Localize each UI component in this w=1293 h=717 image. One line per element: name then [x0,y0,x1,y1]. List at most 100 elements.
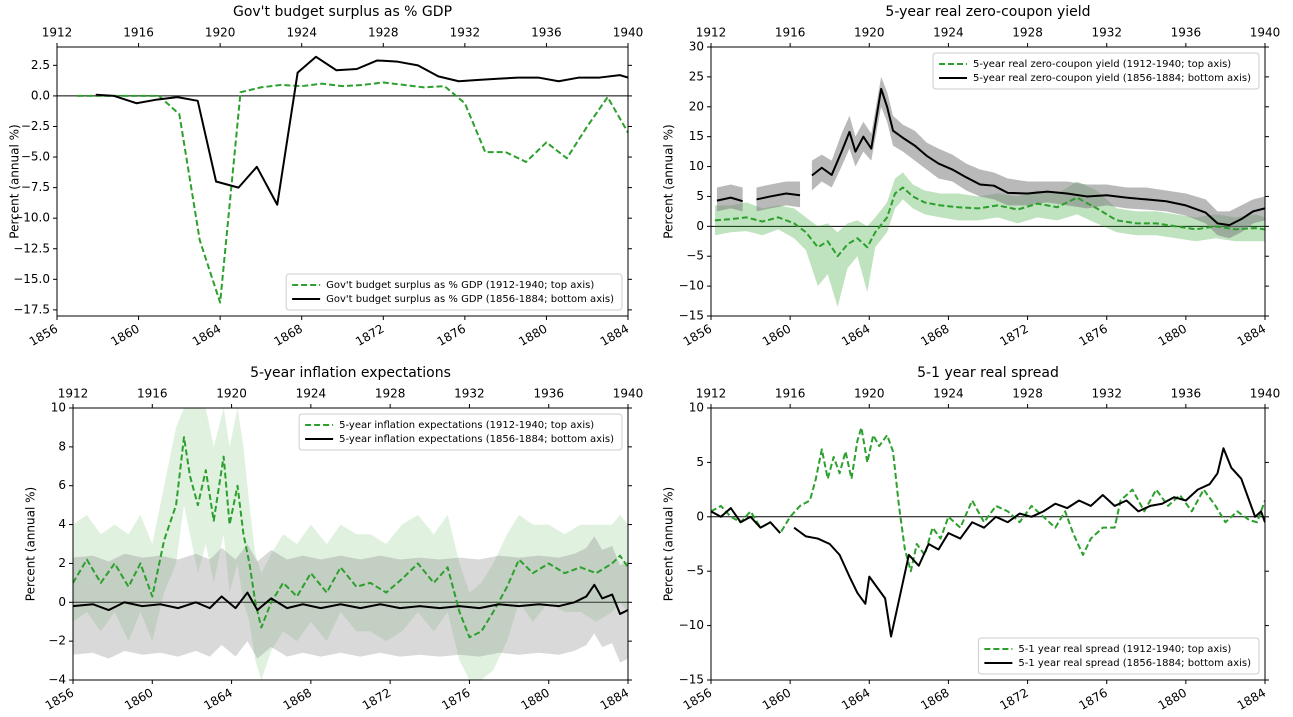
x-tick-label: 1856 [27,322,60,349]
x2-tick-label: 1924 [933,387,964,401]
y-tick-label: −4 [48,673,66,687]
x2-tick-label: 1924 [286,26,317,40]
x-tick-label: 1880 [1156,322,1189,349]
series-line [756,192,801,201]
chart-title: 5-year real zero-coupon yield [885,4,1090,20]
y-tick-label: 10 [689,159,704,173]
x2-tick-label: 1928 [1012,387,1043,401]
plot-frame [72,407,629,681]
y-tick-label: 30 [689,40,704,54]
x-tick-label: 1864 [839,322,872,349]
x-tick-label: 1868 [918,686,951,713]
x2-tick-label: 1940 [1250,387,1281,401]
confidence-band [811,76,1265,239]
y-tick-label: −15 [679,309,704,323]
series-line [73,583,628,615]
series-line [73,436,628,639]
y-tick-label: −12.5 [13,241,50,255]
x2-tick-label: 1916 [775,26,806,40]
legend: Gov't budget surplus as % GDP (1912-1940… [285,273,623,311]
legend-label: 5-year real zero-coupon yield (1856-1884… [973,73,1251,84]
confidence-band [73,536,628,663]
x2-tick-label: 1916 [137,387,168,401]
x-tick-label: 1876 [435,322,468,349]
x-tick-label: 1880 [1156,686,1189,713]
y-tick-label: 2 [58,556,66,570]
x2-tick-label: 1924 [296,387,327,401]
x-tick-label: 1872 [360,686,393,713]
x2-tick-label: 1932 [1091,387,1122,401]
plot-frame [56,46,629,317]
y-tick-label: 0 [696,219,704,233]
x2-tick-label: 1920 [854,26,885,40]
legend: 5-1 year real spread (1912-1940; top axi… [977,637,1260,675]
series-line [793,447,1265,638]
x-tick-label: 1884 [598,322,631,349]
y-tick-label: −2 [48,634,66,648]
y-tick-label: 5 [696,455,704,469]
x2-tick-label: 1936 [1171,387,1202,401]
y-tick-label: 0 [58,595,66,609]
y-tick-label: 2.5 [31,58,50,72]
plot-area [73,408,628,680]
plot-frame [710,46,1266,317]
x-tick-label: 1860 [108,322,141,349]
series-line [77,81,628,304]
confidence-band [714,172,1265,308]
y-axis-label: Percent (annual %) [24,487,38,601]
x-tick-label: 1868 [918,322,951,349]
chart-title: 5-year inflation expectations [250,365,451,381]
x-tick-label: 1860 [760,322,793,349]
y-tick-label: 10 [689,401,704,415]
legend-label: 5-year inflation expectations (1912-1940… [339,420,594,431]
chart-title: Gov't budget surplus as % GDP [233,4,452,20]
legend: 5-year inflation expectations (1912-1940… [298,413,623,451]
plot-area [711,426,1265,638]
y-tick-label: −15.0 [13,272,50,286]
series-line [811,87,1265,227]
x-tick-label: 1884 [598,686,631,713]
x2-tick-label: 1912 [696,26,727,40]
y-tick-label: −15 [679,673,704,687]
x2-tick-label: 1920 [216,387,247,401]
x2-tick-label: 1924 [933,26,964,40]
x2-tick-label: 1928 [375,387,406,401]
x2-tick-label: 1920 [205,26,236,40]
x-tick-label: 1884 [1235,686,1268,713]
x2-tick-label: 1936 [1171,26,1202,40]
y-axis-label: Percent (annual %) [662,124,676,238]
y-tick-label: −17.5 [13,302,50,316]
legend-box [977,637,1260,675]
x-tick-label: 1876 [439,686,472,713]
legend-label: Gov't budget surplus as % GDP (1912-1940… [326,280,594,291]
x2-tick-label: 1928 [1012,26,1043,40]
x2-tick-label: 1932 [450,26,481,40]
legend-label: 5-1 year real spread (1912-1940; top axi… [1018,644,1231,655]
x-tick-label: 1856 [43,686,76,713]
y-tick-label: −10.0 [13,211,50,225]
y-tick-label: −10 [679,279,704,293]
plot-frame [710,407,1266,681]
y-tick-label: 10 [51,401,66,415]
y-axis-label: Percent (annual %) [662,487,676,601]
y-tick-label: 0.0 [31,88,50,102]
x2-tick-label: 1936 [533,387,564,401]
y-tick-label: −5 [686,249,704,263]
x-tick-label: 1872 [353,322,386,349]
series-line [711,507,781,534]
x-tick-label: 1856 [681,686,714,713]
y-tick-label: 4 [58,517,66,531]
y-axis-label: Percent (annual %) [8,124,22,238]
y-tick-label: 0 [696,509,704,523]
x-tick-label: 1864 [201,686,234,713]
y-tick-label: −10 [679,618,704,632]
x-tick-label: 1884 [1235,322,1268,349]
series-line [714,186,1265,258]
x-tick-label: 1876 [1077,686,1110,713]
plot-area [711,76,1265,308]
x-tick-label: 1868 [272,322,305,349]
x2-tick-label: 1916 [123,26,154,40]
legend-label: 5-year inflation expectations (1856-1884… [339,434,614,445]
x-tick-label: 1860 [122,686,155,713]
x-tick-label: 1868 [281,686,314,713]
